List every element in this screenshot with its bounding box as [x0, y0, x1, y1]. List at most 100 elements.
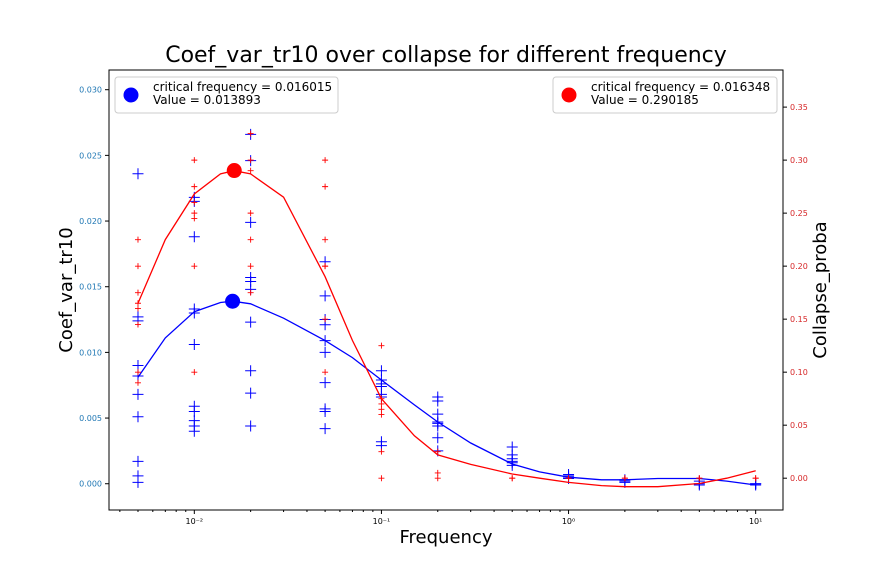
y-tick-label-right: 0.05 — [790, 421, 808, 430]
point-coef-var — [188, 405, 200, 417]
y-tick-label-left: 0.010 — [79, 348, 102, 357]
fit-curve-collapse-proba — [137, 170, 756, 488]
point-coef-var — [188, 307, 200, 319]
point-collapse-proba — [322, 316, 329, 323]
y-tick-label-right: 0.20 — [790, 262, 808, 271]
point-coef-var — [506, 459, 518, 471]
y-tick-label-right: 0.35 — [790, 103, 808, 112]
point-collapse-proba — [247, 236, 254, 243]
point-collapse-proba — [191, 157, 198, 164]
x-tick-label: 10⁻¹ — [373, 517, 391, 526]
point-collapse-proba — [322, 369, 329, 376]
point-collapse-proba — [191, 263, 198, 270]
point-coef-var — [245, 365, 257, 377]
point-collapse-proba — [134, 321, 141, 328]
legend-left-line2: Value = 0.013893 — [153, 93, 261, 107]
point-collapse-proba — [134, 263, 141, 270]
point-collapse-proba — [621, 475, 628, 482]
point-collapse-proba — [134, 300, 141, 307]
point-collapse-proba — [434, 448, 441, 455]
legend-left-marker — [123, 87, 139, 103]
point-coef-var — [245, 387, 257, 399]
point-coef-var — [188, 231, 200, 243]
legend-right-box — [552, 76, 778, 114]
point-coef-var — [245, 316, 257, 328]
point-collapse-proba — [134, 305, 141, 312]
point-coef-var — [132, 168, 144, 180]
point-collapse-proba — [752, 475, 759, 482]
y-tick-label-left: 0.000 — [79, 480, 102, 489]
point-collapse-proba — [434, 469, 441, 476]
x-axis-label: Frequency — [400, 527, 493, 548]
point-collapse-proba — [696, 475, 703, 482]
point-coef-var — [188, 425, 200, 437]
point-collapse-proba — [322, 183, 329, 190]
point-coef-var — [319, 405, 331, 417]
x-tick-label: 10⁻² — [186, 517, 204, 526]
point-coef-var — [432, 395, 444, 407]
y-tick-label-left: 0.030 — [79, 86, 102, 95]
point-collapse-proba — [247, 157, 254, 164]
point-collapse-proba — [378, 475, 385, 482]
x-tick-label: 10⁰ — [562, 517, 575, 526]
y-tick-label-right: 0.00 — [790, 474, 808, 483]
point-collapse-proba — [378, 342, 385, 349]
y-tick-label-right: 0.15 — [790, 315, 808, 324]
point-collapse-proba — [247, 167, 254, 174]
point-collapse-proba — [378, 411, 385, 418]
axes-ticks: 10⁻² 10⁻¹ 10⁰ 10¹ 0.000 0.005 0.010 0.015 0.020 0… — [79, 86, 808, 526]
point-collapse-proba — [134, 379, 141, 386]
y-axis-label-right: Collapse_proba — [810, 221, 831, 358]
y-tick-label-left: 0.025 — [79, 151, 102, 160]
y-tick-label-left: 0.020 — [79, 217, 102, 226]
point-coef-var — [132, 455, 144, 467]
y-tick-label-right: 0.25 — [790, 209, 808, 218]
x-tick-label: 10¹ — [749, 517, 762, 526]
point-coef-var — [432, 420, 444, 432]
point-collapse-proba — [378, 395, 385, 402]
series-marks — [132, 128, 762, 491]
point-collapse-proba — [434, 475, 441, 482]
point-coef-var — [319, 346, 331, 358]
point-coef-var — [319, 335, 331, 347]
legend-left-line1: critical frequency = 0.016015 — [153, 80, 332, 94]
legend-left: critical frequency = 0.016015 Value = 0.… — [114, 76, 339, 114]
point-coef-var — [319, 290, 331, 302]
legend-right: critical frequency = 0.016348 Value = 0.… — [552, 76, 778, 114]
point-coef-var — [245, 420, 257, 432]
y-tick-label-left: 0.005 — [79, 414, 102, 423]
point-collapse-proba — [509, 475, 516, 482]
chart-title: Coef_var_tr10 over collapse for differen… — [165, 43, 727, 68]
point-coef-var — [432, 432, 444, 444]
point-coef-var — [245, 216, 257, 228]
y-axis-label-left: Coef_var_tr10 — [56, 227, 77, 352]
y-tick-label-right: 0.10 — [790, 368, 808, 377]
point-collapse-proba — [378, 406, 385, 413]
point-collapse-proba — [565, 475, 572, 482]
point-collapse-proba — [247, 263, 254, 270]
point-collapse-proba — [134, 236, 141, 243]
point-collapse-proba — [134, 289, 141, 296]
point-collapse-proba — [191, 183, 198, 190]
legend-right-marker — [561, 87, 577, 103]
point-collapse-proba — [247, 210, 254, 217]
legend-right-line2: Value = 0.290185 — [591, 93, 699, 107]
point-coef-var — [375, 365, 387, 377]
y-tick-label-right: 0.30 — [790, 156, 808, 165]
critical-point-right — [226, 163, 242, 179]
point-collapse-proba — [322, 236, 329, 243]
point-collapse-proba — [134, 369, 141, 376]
point-coef-var — [132, 411, 144, 423]
point-collapse-proba — [322, 263, 329, 270]
point-coef-var — [132, 476, 144, 488]
point-collapse-proba — [191, 215, 198, 222]
point-coef-var — [319, 377, 331, 389]
point-collapse-proba — [378, 448, 385, 455]
legend-left-box — [114, 76, 339, 114]
point-collapse-proba — [322, 157, 329, 164]
point-collapse-proba — [378, 400, 385, 407]
legend-right-line1: critical frequency = 0.016348 — [591, 80, 770, 94]
critical-point-left — [225, 293, 241, 309]
